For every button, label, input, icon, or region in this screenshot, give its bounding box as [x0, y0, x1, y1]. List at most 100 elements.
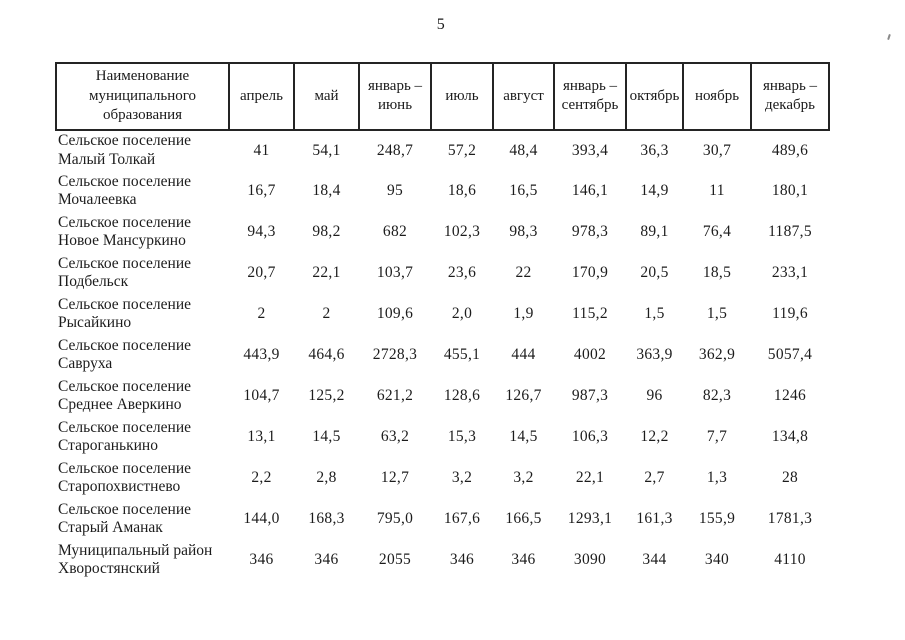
column-header-6: январь – сентябрь [553, 62, 627, 131]
value-cell: 155,9 [698, 510, 736, 527]
value-cell: 14,9 [640, 182, 669, 199]
table-header-row: Наименование муниципального образования а… [55, 62, 830, 131]
value-cell: 2,2 [251, 469, 272, 486]
row-name-cell: Сельское поселение Старый Аманак [58, 500, 191, 536]
value-cell: 362,9 [698, 346, 736, 363]
value-cell: 168,3 [308, 510, 345, 527]
value-cell: 22,1 [312, 264, 341, 281]
table-body: Сельское поселение Малый Толкай 41 54,1 248… [56, 130, 829, 581]
value-cell: 344 [642, 551, 667, 568]
table-row: Сельское поселение Новое Мансуркино 94,3 9… [56, 212, 829, 253]
value-cell: 2055 [378, 551, 412, 568]
value-cell: 464,6 [308, 346, 345, 363]
table-row: Сельское поселение Старопохвистнево 2,2 2,… [56, 458, 829, 499]
value-cell: 621,2 [376, 387, 414, 404]
value-cell: 41 [253, 141, 270, 159]
column-header-1: апрель [228, 62, 295, 131]
column-header-4: июль [430, 62, 494, 131]
value-cell: 146,1 [571, 182, 609, 199]
value-cell: 106,3 [571, 428, 609, 445]
row-name-cell: Сельское поселение Мочалеевка [58, 172, 191, 208]
value-cell: 340 [704, 551, 730, 568]
value-cell: 248,7 [376, 141, 414, 159]
column-header-3: январь – июнь [358, 62, 432, 131]
row-name-cell: Сельское поселение Савруха [58, 336, 191, 372]
value-cell: 161,3 [636, 510, 673, 527]
value-cell: 119,6 [772, 305, 808, 322]
value-cell: 115,2 [572, 305, 608, 322]
value-cell: 2728,3 [372, 346, 418, 363]
value-cell: 393,4 [571, 141, 609, 159]
value-cell: 57,2 [447, 141, 477, 159]
value-cell: 346 [249, 551, 274, 568]
row-name-cell: Сельское поселение Малый Толкай [58, 132, 191, 168]
value-cell: 20,7 [247, 264, 276, 281]
value-cell: 14,5 [312, 428, 341, 445]
municipal-statistics-table: Наименование муниципального образования а… [55, 62, 830, 581]
value-cell: 36,3 [640, 141, 669, 159]
column-header-9: январь – декабрь [750, 62, 830, 131]
value-cell: 1293,1 [567, 510, 613, 527]
value-cell: 94,3 [247, 223, 276, 240]
table-row: Муниципальный район Хворостянский 346 346 2… [56, 540, 829, 581]
value-cell: 455,1 [443, 346, 481, 363]
value-cell: 2 [322, 305, 331, 322]
value-cell: 98,3 [509, 223, 538, 240]
value-cell: 103,7 [376, 264, 414, 281]
value-cell: 125,2 [308, 387, 345, 404]
value-cell: 20,5 [640, 264, 669, 281]
value-cell: 13,1 [247, 428, 276, 445]
value-cell: 54,1 [312, 141, 341, 159]
value-cell: 346 [511, 551, 536, 568]
value-cell: 3,2 [451, 469, 473, 486]
value-cell: 7,7 [706, 428, 728, 445]
table-row: Сельское поселение Среднее Аверкино 104,7… [56, 376, 829, 417]
value-cell: 3,2 [513, 469, 534, 486]
value-cell: 18,5 [702, 264, 732, 281]
value-cell: 4002 [573, 346, 607, 363]
row-name-cell: Сельское поселение Среднее Аверкино [58, 377, 191, 413]
value-cell: 109,6 [376, 305, 414, 322]
table-row: Сельское поселение Мочалеевка 16,7 18,4 95 1… [56, 171, 829, 212]
value-cell: 82,3 [702, 387, 732, 404]
value-cell: 98,2 [312, 223, 341, 240]
table-row: Сельское поселение Малый Толкай 41 54,1 248… [56, 130, 829, 171]
value-cell: 489,6 [771, 141, 809, 159]
value-cell: 23,6 [447, 264, 477, 281]
value-cell: 76,4 [702, 223, 732, 240]
value-cell: 2,8 [316, 469, 337, 486]
value-cell: 95 [386, 182, 404, 199]
value-cell: 102,3 [443, 223, 481, 240]
value-cell: 12,7 [380, 469, 410, 486]
value-cell: 795,0 [376, 510, 414, 527]
value-cell: 16,7 [247, 182, 276, 199]
value-cell: 1,9 [513, 305, 534, 322]
scan-artifact-mark [887, 33, 891, 41]
value-cell: 1187,5 [768, 223, 812, 240]
value-cell: 104,7 [243, 387, 280, 404]
value-cell: 1,5 [644, 305, 665, 322]
value-cell: 12,2 [640, 428, 669, 445]
value-cell: 28 [781, 469, 799, 486]
value-cell: 22,1 [575, 469, 605, 486]
value-cell: 2,7 [644, 469, 665, 486]
value-cell: 89,1 [640, 223, 669, 240]
value-cell: 134,8 [771, 428, 809, 445]
value-cell: 443,9 [243, 346, 280, 363]
value-cell: 1,3 [706, 469, 728, 486]
value-cell: 346 [314, 551, 339, 568]
column-header-5: август [492, 62, 555, 131]
column-header-2: май [293, 62, 360, 131]
value-cell: 2,0 [451, 305, 473, 322]
value-cell: 18,6 [447, 182, 477, 199]
value-cell: 346 [449, 551, 475, 568]
value-cell: 48,4 [509, 141, 538, 159]
value-cell: 30,7 [702, 141, 732, 159]
value-cell: 978,3 [571, 223, 609, 240]
value-cell: 16,5 [509, 182, 538, 199]
value-cell: 1781,3 [767, 510, 813, 527]
row-name-cell: Муниципальный район Хворостянский [58, 541, 213, 577]
value-cell: 11 [709, 182, 725, 199]
value-cell: 15,3 [447, 428, 477, 445]
value-cell: 987,3 [571, 387, 609, 404]
